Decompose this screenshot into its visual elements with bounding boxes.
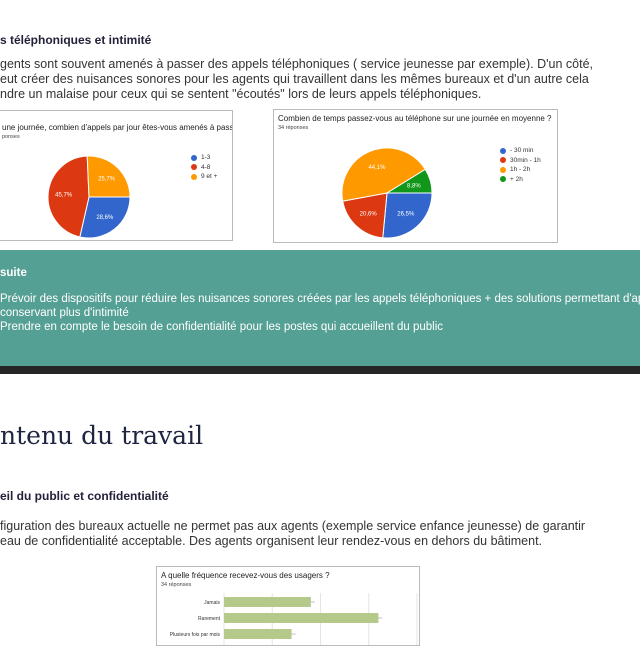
slice-label: 44,1% bbox=[368, 165, 386, 171]
legend-item: 1h - 2h bbox=[500, 165, 541, 175]
paragraph-line: figuration des bureaux actuelle ne perme… bbox=[0, 519, 586, 533]
chart-title: A quelle fréquence recevez-vous des usag… bbox=[161, 571, 330, 580]
suite-heading: suite bbox=[0, 267, 27, 279]
suite-panel: suite Prévoir des dispositifs pour rédui… bbox=[0, 250, 640, 366]
legend-item: 1-3 bbox=[191, 153, 217, 163]
chart-title: Combien de temps passez-vous au téléphon… bbox=[278, 114, 552, 123]
legend-label: 1h - 2h bbox=[510, 166, 531, 174]
suite-line: conservant plus d'intimité bbox=[0, 307, 129, 319]
legend-label: 9 et + bbox=[201, 173, 218, 181]
legend-label: 1-3 bbox=[201, 154, 211, 162]
legend-label: - 30 min bbox=[510, 147, 534, 155]
legend-swatch bbox=[191, 164, 197, 171]
legend-item: + 2h bbox=[500, 175, 541, 185]
bar-chart-visit-frequency: A quelle fréquence recevez-vous des usag… bbox=[156, 566, 420, 646]
category-label: Plusieurs fois par mois bbox=[170, 632, 221, 638]
paragraph-line: gents sont souvent amenés à passer des a… bbox=[0, 57, 594, 71]
section-heading: s téléphoniques et intimité bbox=[0, 33, 152, 47]
legend-swatch bbox=[500, 157, 506, 164]
chart-legend: 1-3 4-8 9 et + bbox=[191, 153, 217, 182]
pie-slice-2 bbox=[341, 147, 426, 202]
pie-slice-0 bbox=[79, 196, 131, 239]
slice-label: 45,7% bbox=[55, 193, 73, 199]
legend-label: + 2h bbox=[510, 175, 523, 183]
slice-label: 20,6% bbox=[360, 212, 378, 218]
pie-slice-1 bbox=[342, 192, 388, 239]
slice-label: 26,5% bbox=[397, 212, 415, 218]
category-label: Jamais bbox=[204, 600, 220, 606]
bar bbox=[224, 613, 379, 623]
section-paragraph: figuration des bureaux actuelle ne perme… bbox=[0, 519, 585, 549]
chart-legend: - 30 min 30min - 1h 1h - 2h + 2h bbox=[500, 146, 541, 184]
suite-line: Prévoir des dispositifs pour réduire les… bbox=[0, 293, 640, 305]
bar bbox=[224, 597, 311, 607]
category-label: Rarement bbox=[198, 616, 221, 622]
legend-swatch bbox=[500, 147, 506, 154]
legend-item: 4-8 bbox=[191, 163, 217, 173]
slice-label: 28,6% bbox=[96, 215, 114, 221]
chart-subtitle: 34 réponses bbox=[161, 582, 192, 588]
pie-slice-3 bbox=[385, 168, 433, 194]
legend-swatch bbox=[500, 166, 506, 173]
paragraph-line: eau de confidentialité acceptable. Des a… bbox=[0, 534, 543, 548]
pie-slice-0 bbox=[382, 192, 433, 239]
legend-item: - 30 min bbox=[500, 146, 541, 156]
pie-plot: 26,5% 20,6% 44,1% 8,8% bbox=[341, 147, 433, 239]
chart-subtitle: 34 réponses bbox=[278, 125, 309, 131]
legend-item: 30min - 1h bbox=[500, 156, 541, 166]
chart-subtitle: ponses bbox=[2, 134, 20, 140]
legend-label: 30min - 1h bbox=[510, 156, 541, 164]
bar-plot: Jamais Rarement Plusieurs fois par mois bbox=[170, 593, 418, 645]
legend-swatch bbox=[191, 173, 197, 180]
pie-slice-1 bbox=[47, 155, 90, 238]
slice-label: 25,7% bbox=[98, 177, 116, 183]
pie-plot: 28,6% 45,7% 25,7% bbox=[47, 155, 131, 239]
divider-bar bbox=[0, 366, 640, 374]
legend-swatch bbox=[191, 154, 197, 161]
pie-chart-phone-time: Combien de temps passez-vous au téléphon… bbox=[273, 109, 558, 243]
pie-slice-2 bbox=[86, 155, 131, 198]
paragraph-line: eut créer des nuisances sonores pour les… bbox=[0, 72, 589, 86]
suite-line: Prendre en compte le besoin de confident… bbox=[0, 321, 444, 333]
bar bbox=[224, 629, 292, 639]
page-section-title: ntenu du travail bbox=[0, 421, 204, 450]
legend-swatch bbox=[500, 176, 506, 183]
chart-title: une journée, combien d'appels par jour ê… bbox=[2, 123, 233, 132]
slice-label: 8,8% bbox=[407, 183, 421, 189]
section-paragraph: gents sont souvent amenés à passer des a… bbox=[0, 57, 593, 102]
legend-item: 9 et + bbox=[191, 172, 217, 182]
legend-label: 4-8 bbox=[201, 163, 211, 171]
pie-chart-calls-per-day: une journée, combien d'appels par jour ê… bbox=[0, 110, 233, 241]
section-heading: eil du public et confidentialité bbox=[0, 489, 169, 503]
paragraph-line: ndre un malaise pour ceux qui se sentent… bbox=[0, 87, 482, 101]
